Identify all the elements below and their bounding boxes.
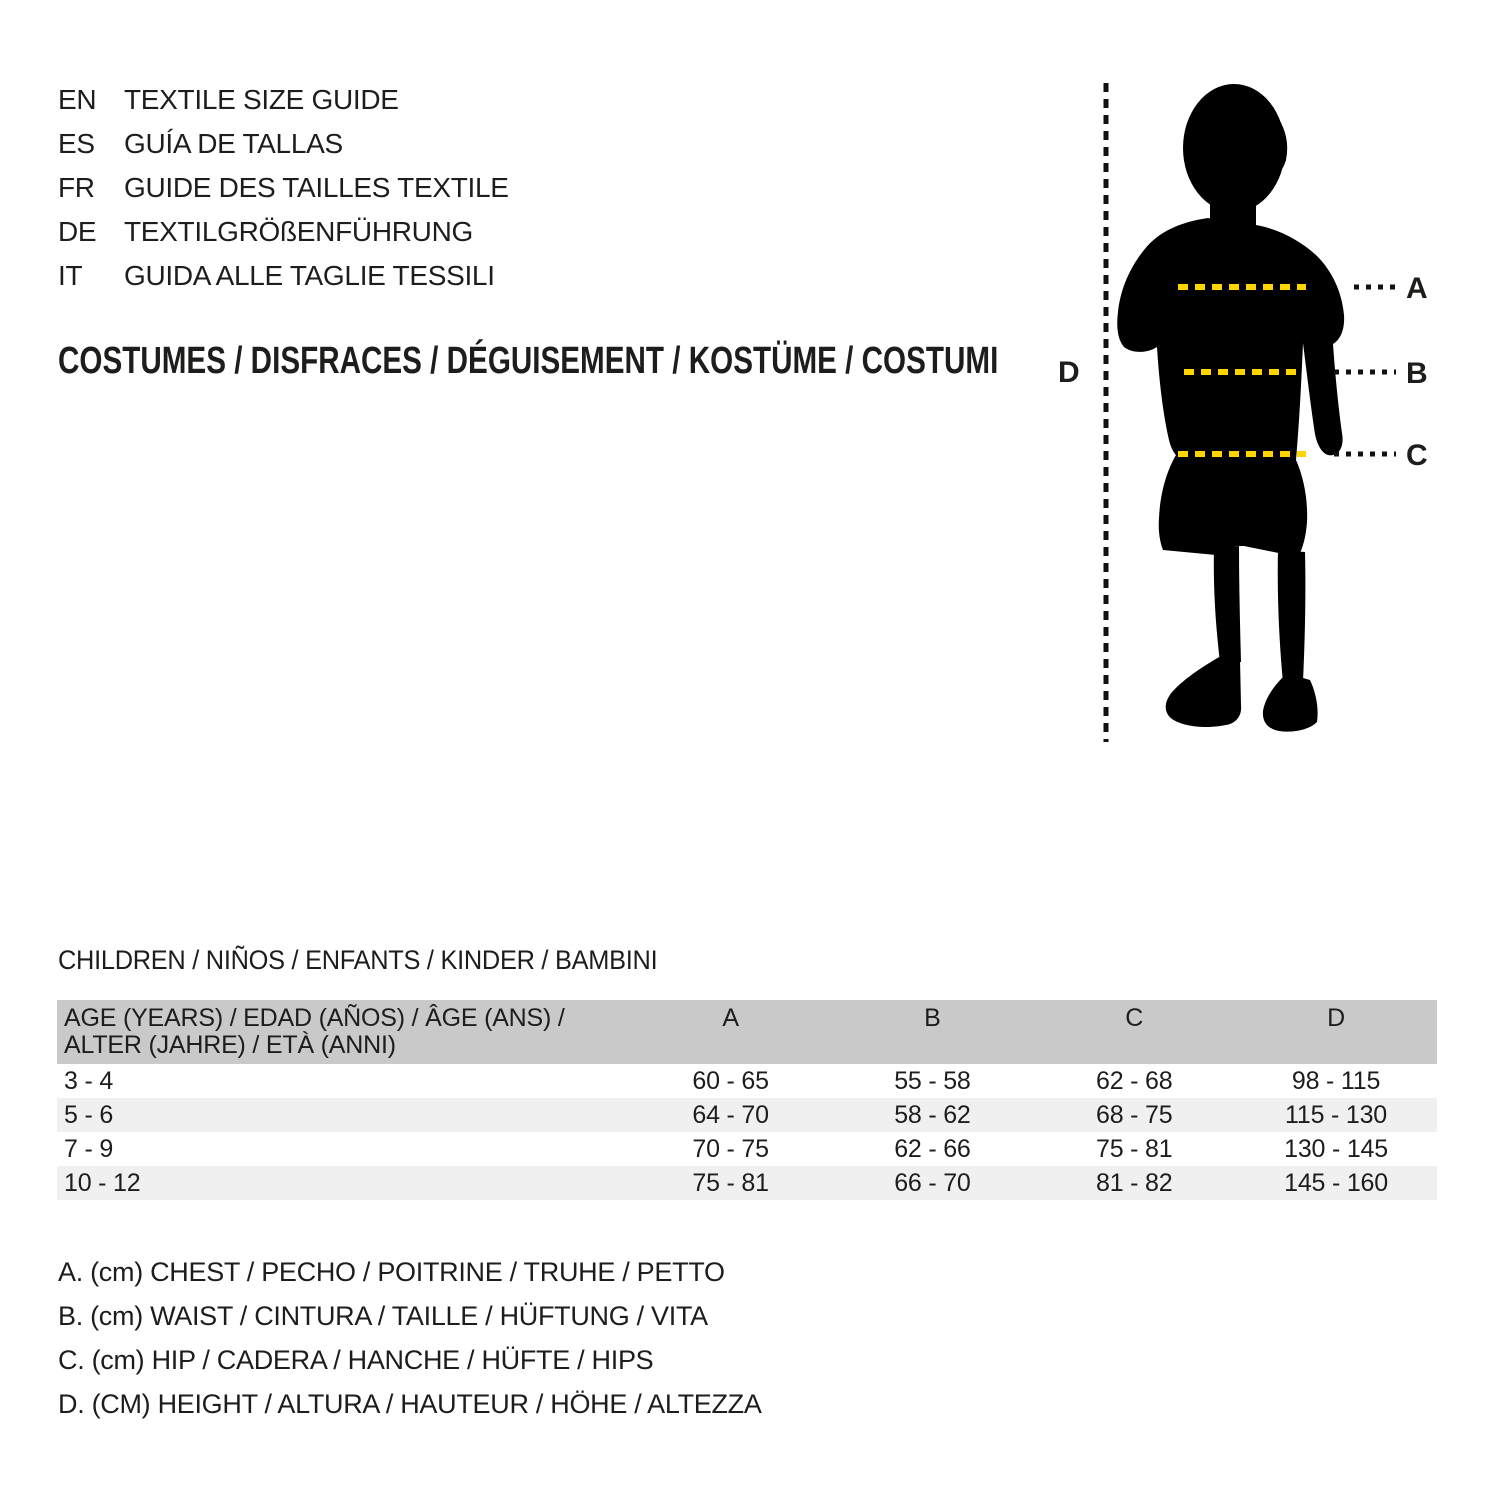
table-row-age-5-6: 5 - 6 64 - 70 58 - 62 68 - 75 115 - 130	[57, 1098, 1437, 1132]
age-cell: 3 - 4	[64, 1066, 114, 1095]
waist-cell: 66 - 70	[894, 1168, 971, 1197]
table-row-age-10-12: 10 - 12 75 - 81 66 - 70 81 - 82 145 - 16…	[57, 1166, 1437, 1200]
lang-row-fr: FR GUIDE DES TAILLES TEXTILE	[58, 166, 509, 210]
column-header-c: C	[1125, 1004, 1144, 1032]
column-header-d: D	[1327, 1004, 1345, 1032]
lang-title: GUIDA ALLE TAGLIE TESSILI	[124, 260, 495, 291]
chest-cell: 64 - 70	[692, 1100, 769, 1129]
language-title-list: EN TEXTILE SIZE GUIDE ES GUÍA DE TALLAS …	[58, 78, 509, 298]
measurement-legend: A. (cm) CHEST / PECHO / POITRINE / TRUHE…	[58, 1250, 762, 1426]
category-title: COSTUMES / DISFRACES / DÉGUISEMENT / KOS…	[58, 340, 999, 382]
waist-cell: 62 - 66	[894, 1134, 971, 1163]
chest-cell: 60 - 65	[692, 1066, 769, 1095]
child-silhouette-figure: A B C D	[1058, 83, 1428, 742]
size-table-header-row: AGE (YEARS) / EDAD (AÑOS) / ÂGE (ANS) / …	[57, 1000, 1437, 1064]
hip-cell: 62 - 68	[1096, 1066, 1173, 1095]
age-cell: 10 - 12	[64, 1168, 141, 1197]
hip-cell: 68 - 75	[1096, 1100, 1173, 1129]
hip-cell: 75 - 81	[1096, 1134, 1173, 1163]
lang-title: TEXTILE SIZE GUIDE	[124, 84, 399, 115]
height-cell: 98 - 115	[1291, 1066, 1381, 1095]
legend-hip: C. (cm) HIP / CADERA / HANCHE / HÜFTE / …	[58, 1344, 654, 1375]
height-cell: 115 - 130	[1285, 1100, 1388, 1129]
size-table: AGE (YEARS) / EDAD (AÑOS) / ÂGE (ANS) / …	[57, 1000, 1437, 1200]
child-silhouette	[1117, 84, 1345, 732]
age-header-line1: AGE (YEARS) / EDAD (AÑOS) / ÂGE (ANS) /	[64, 1004, 565, 1032]
lang-row-de: DE TEXTILGRÖßENFÜHRUNG	[58, 210, 509, 254]
column-header-b: B	[924, 1004, 941, 1032]
marker-d-label: D	[1058, 356, 1080, 389]
lang-code: FR	[58, 172, 95, 203]
lang-code: ES	[58, 128, 95, 159]
lang-row-en: EN TEXTILE SIZE GUIDE	[58, 78, 509, 122]
height-cell: 145 - 160	[1284, 1168, 1388, 1197]
waist-cell: 58 - 62	[894, 1100, 971, 1129]
marker-b-label: B	[1406, 357, 1428, 390]
legend-chest: A. (cm) CHEST / PECHO / POITRINE / TRUHE…	[58, 1256, 725, 1287]
age-cell: 5 - 6	[64, 1100, 114, 1129]
table-row-age-3-4: 3 - 4 60 - 65 55 - 58 62 - 68 98 - 115	[57, 1064, 1437, 1098]
age-column-header: AGE (YEARS) / EDAD (AÑOS) / ÂGE (ANS) / …	[57, 1000, 630, 1059]
chest-cell: 75 - 81	[692, 1168, 769, 1197]
table-row-age-7-9: 7 - 9 70 - 75 62 - 66 75 - 81 130 - 145	[57, 1132, 1437, 1166]
waist-cell: 55 - 58	[894, 1066, 971, 1095]
marker-c-label: C	[1406, 439, 1428, 472]
hip-cell: 81 - 82	[1096, 1168, 1173, 1197]
column-header-a: A	[722, 1004, 739, 1032]
height-cell: 130 - 145	[1284, 1134, 1388, 1163]
marker-a-label: A	[1406, 272, 1428, 305]
legend-waist: B. (cm) WAIST / CINTURA / TAILLE / HÜFTU…	[58, 1300, 708, 1331]
lang-title: TEXTILGRÖßENFÜHRUNG	[124, 216, 473, 247]
age-header-line2: ALTER (JAHRE) / ETÀ (ANNI)	[64, 1031, 396, 1059]
lang-code: IT	[58, 260, 83, 291]
legend-height: D. (CM) HEIGHT / ALTURA / HAUTEUR / HÖHE…	[58, 1388, 762, 1419]
lang-title: GUIDE DES TAILLES TEXTILE	[124, 172, 509, 203]
section-heading-children: CHILDREN / NIÑOS / ENFANTS / KINDER / BA…	[58, 945, 658, 975]
lang-title: GUÍA DE TALLAS	[124, 128, 343, 159]
chest-cell: 70 - 75	[692, 1134, 769, 1163]
lang-code: EN	[58, 84, 97, 115]
age-cell: 7 - 9	[64, 1134, 114, 1163]
lang-code: DE	[58, 216, 97, 247]
lang-row-es: ES GUÍA DE TALLAS	[58, 122, 509, 166]
lang-row-it: IT GUIDA ALLE TAGLIE TESSILI	[58, 254, 509, 298]
